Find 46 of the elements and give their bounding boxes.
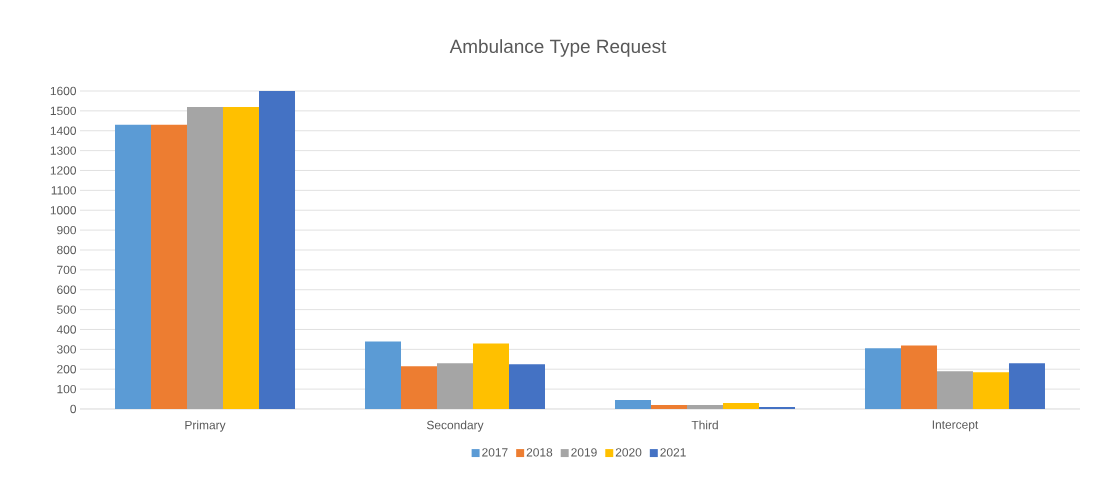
y-tick-label: 0 xyxy=(70,404,77,414)
bar xyxy=(723,403,759,409)
bar xyxy=(936,371,973,409)
x-tick-label: Secondary xyxy=(426,420,484,432)
y-tick-label: 200 xyxy=(57,365,77,374)
bar xyxy=(473,343,509,409)
legend-label: 2021 xyxy=(660,448,686,457)
y-tick-label: 1200 xyxy=(50,166,77,175)
x-tick-label: Primary xyxy=(185,420,226,432)
legend-label: 2017 xyxy=(482,448,508,457)
y-tick-label: 800 xyxy=(57,245,77,255)
bar xyxy=(223,106,260,409)
bar xyxy=(401,366,437,409)
legend-label: 2020 xyxy=(615,448,642,457)
bar xyxy=(115,124,152,409)
x-tick-label: Third xyxy=(691,420,718,430)
y-tick-label: 600 xyxy=(57,285,77,294)
bar xyxy=(615,400,651,409)
y-tick-label: 300 xyxy=(57,345,77,354)
bar xyxy=(187,106,224,409)
y-tick-label: 1500 xyxy=(50,106,77,116)
chart-title: Ambulance Type Request xyxy=(449,39,667,57)
y-tick-label: 700 xyxy=(57,265,77,275)
bar xyxy=(259,90,296,409)
bar xyxy=(365,341,401,409)
bar xyxy=(972,372,1009,409)
bar xyxy=(900,345,937,409)
y-tick-label: 100 xyxy=(57,384,77,394)
bar xyxy=(651,405,687,409)
bar xyxy=(687,405,723,409)
bar xyxy=(1008,363,1045,409)
y-tick-label: 1100 xyxy=(51,186,77,195)
y-tick-label: 500 xyxy=(57,305,77,314)
y-tick-label: 1400 xyxy=(50,126,77,135)
bar xyxy=(864,348,901,409)
y-tick-label: 1300 xyxy=(50,146,77,155)
y-tick-label: 400 xyxy=(56,325,77,334)
legend-label: 2019 xyxy=(571,448,597,457)
legend-label: 2018 xyxy=(526,448,553,457)
y-tick-label: 1000 xyxy=(50,206,77,215)
x-tick-label: Intercept xyxy=(932,420,979,432)
y-tick-label: 900 xyxy=(57,225,77,235)
bar xyxy=(437,363,473,409)
y-tick-label: 1600 xyxy=(50,86,77,96)
bar xyxy=(509,364,545,409)
bar xyxy=(151,124,188,409)
